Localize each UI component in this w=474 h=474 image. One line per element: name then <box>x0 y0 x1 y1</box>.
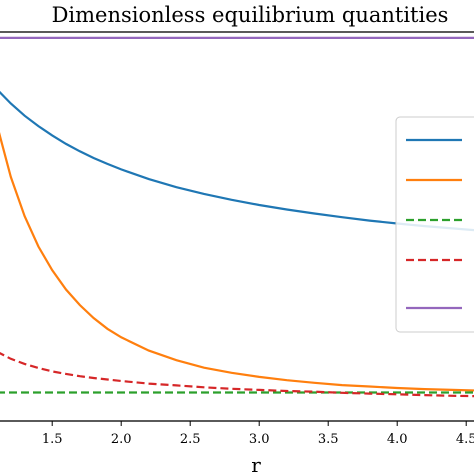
x-tick-label: 4.0 <box>387 432 408 447</box>
legend <box>395 116 474 333</box>
series-line-4 <box>0 352 474 398</box>
series-layer <box>0 36 474 398</box>
x-tick-label: 4.5 <box>456 432 474 447</box>
series-line-2 <box>0 132 474 392</box>
series-line-1 <box>0 90 474 232</box>
x-axis: 1.5 2.0 2.5 3.0 3.5 4.0 4.5 <box>42 421 474 447</box>
x-tick-label: 2.0 <box>111 432 132 447</box>
plot-frame <box>0 31 474 422</box>
x-tick-label: 2.5 <box>180 432 201 447</box>
chart-title: Dimensionless equilibrium quantities <box>52 3 449 27</box>
x-tick-label: 3.5 <box>318 432 339 447</box>
x-tick-label: 3.0 <box>249 432 270 447</box>
legend-box <box>395 116 474 333</box>
x-tick-label: 1.5 <box>42 432 63 447</box>
x-axis-label: r <box>251 453 261 474</box>
